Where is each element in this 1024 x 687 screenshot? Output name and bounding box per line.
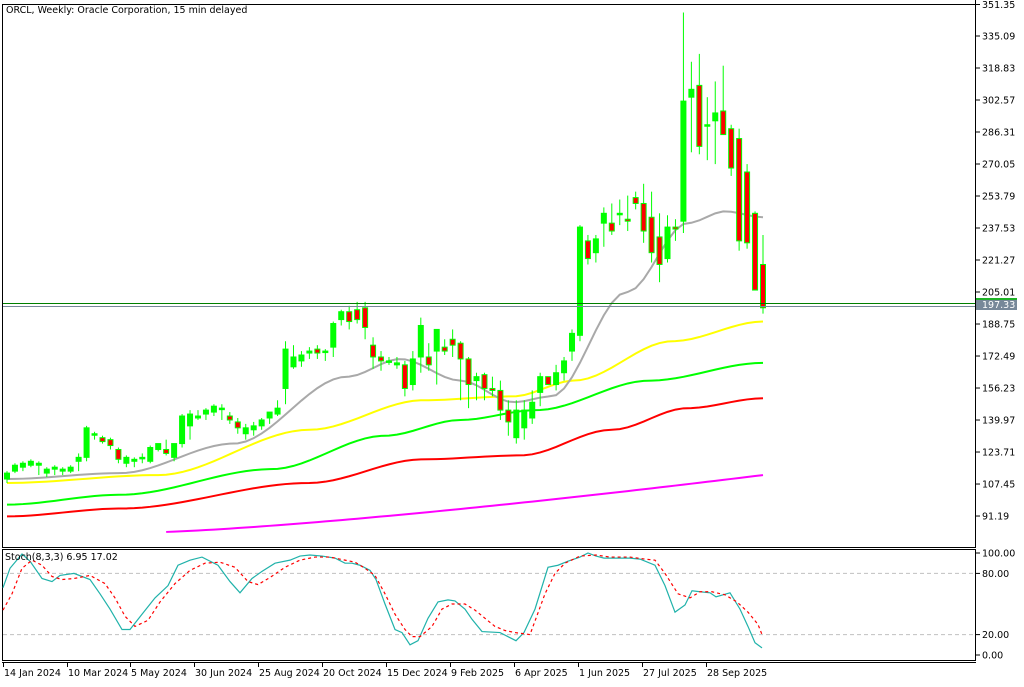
price-tick-label: 107.45 — [982, 480, 1015, 491]
price-tick-label: 335.09 — [982, 32, 1015, 43]
current-price-label: 197.33 — [982, 300, 1015, 311]
current-price-line — [3, 303, 975, 307]
price-tick-label: 123.71 — [982, 448, 1015, 459]
price-tick-label: 253.79 — [982, 192, 1015, 203]
time-tick-label: 15 Dec 2024 — [387, 668, 448, 679]
stoch-label: Stoch(8,3,3) 6.95 17.02 — [5, 552, 118, 563]
price-tick-label: 205.01 — [982, 288, 1015, 299]
time-tick-label: 20 Oct 2024 — [323, 668, 382, 679]
price-axis: 351.35 335.09 318.83 302.57 286.31 270.05 253.… — [960, 0, 1017, 548]
chart-title: ORCL, Weekly: Oracle Corporation, 15 min… — [6, 5, 247, 16]
time-tick-label: 5 May 2024 — [131, 668, 187, 679]
stoch-tick-label: 0.00 — [982, 651, 1003, 662]
time-tick-label: 25 Aug 2024 — [259, 668, 320, 679]
time-tick-label: 1 Jun 2025 — [579, 668, 630, 679]
time-tick-label: 6 Apr 2025 — [515, 668, 568, 679]
current-price-badge — [976, 298, 1017, 310]
time-tick-label: 10 Mar 2024 — [68, 668, 128, 679]
time-tick-label: 30 Jun 2024 — [195, 668, 252, 679]
stochastic-lines — [2, 552, 975, 649]
price-tick-label: 318.83 — [982, 64, 1015, 75]
time-tick-label: 9 Feb 2025 — [451, 668, 504, 679]
price-tick-label: 221.27 — [982, 256, 1015, 267]
main-panel — [2, 4, 976, 548]
stoch-tick-label: 80.00 — [982, 569, 1009, 580]
price-tick-label: 188.75 — [982, 320, 1015, 331]
price-tick-label: 156.23 — [982, 384, 1015, 395]
time-axis: 14 Jan 2024 10 Mar 2024 5 May 2024 30 Jun 2… — [2, 662, 976, 679]
stoch-tick-label: 20.00 — [982, 630, 1009, 641]
moving-averages — [6, 210, 764, 533]
price-tick-label: 302.57 — [982, 96, 1015, 107]
price-tick-label: 286.31 — [982, 128, 1015, 139]
stoch-axis: 100.00 80.00 20.00 0.00 — [975, 549, 1015, 662]
price-tick-label: 91.19 — [982, 512, 1009, 523]
price-tick-label: 237.53 — [982, 224, 1015, 235]
time-tick-label: 28 Sep 2025 — [707, 668, 767, 679]
time-tick-label: 14 Jan 2024 — [4, 668, 61, 679]
time-tick-label: 27 Jul 2025 — [643, 668, 697, 679]
price-tick-label: 172.49 — [982, 352, 1015, 363]
stoch-tick-label: 100.00 — [982, 549, 1015, 560]
candlesticks — [4, 12, 766, 483]
price-tick-label: 139.97 — [982, 416, 1015, 427]
price-tick-label: 270.05 — [982, 160, 1015, 171]
stoch-panel — [2, 549, 976, 661]
price-tick-label: 351.35 — [982, 0, 1015, 11]
